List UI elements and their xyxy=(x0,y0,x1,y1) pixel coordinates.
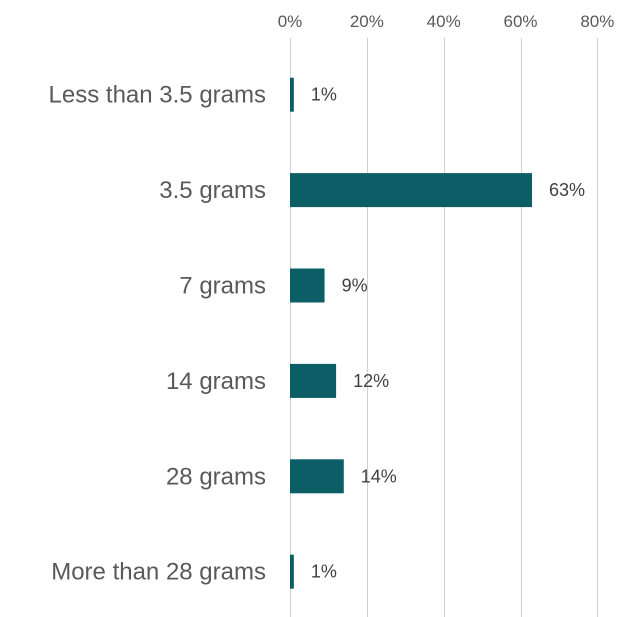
x-tick-label: 80% xyxy=(580,12,614,31)
bars xyxy=(290,77,533,589)
x-tick-label: 0% xyxy=(278,12,303,31)
bar xyxy=(290,459,344,494)
bar xyxy=(290,554,294,589)
x-tick-label: 40% xyxy=(427,12,461,31)
gridlines xyxy=(290,38,598,617)
category-label: Less than 3.5 grams xyxy=(49,82,266,109)
data-label: 9% xyxy=(342,276,368,296)
category-label: 7 grams xyxy=(179,273,266,300)
data-label: 1% xyxy=(311,85,337,105)
x-tick-label: 20% xyxy=(350,12,384,31)
category-label: 28 grams xyxy=(166,463,266,490)
bar xyxy=(290,77,294,112)
data-label: 63% xyxy=(549,180,585,200)
bar xyxy=(290,268,325,303)
x-axis-ticks: 0% 20% 40% 60% 80% xyxy=(278,12,615,31)
category-label: More than 28 grams xyxy=(51,559,266,586)
category-labels: Less than 3.5 grams 3.5 grams 7 grams 14 gr… xyxy=(49,82,266,586)
data-label: 14% xyxy=(361,466,397,486)
data-labels: 1% 63% 9% 12% 14% 1% xyxy=(311,85,585,582)
bar xyxy=(290,363,337,398)
data-label: 12% xyxy=(353,371,389,391)
category-label: 14 grams xyxy=(166,368,266,395)
data-label: 1% xyxy=(311,562,337,582)
category-label: 3.5 grams xyxy=(159,177,266,204)
bar xyxy=(290,173,533,208)
x-tick-label: 60% xyxy=(504,12,538,31)
